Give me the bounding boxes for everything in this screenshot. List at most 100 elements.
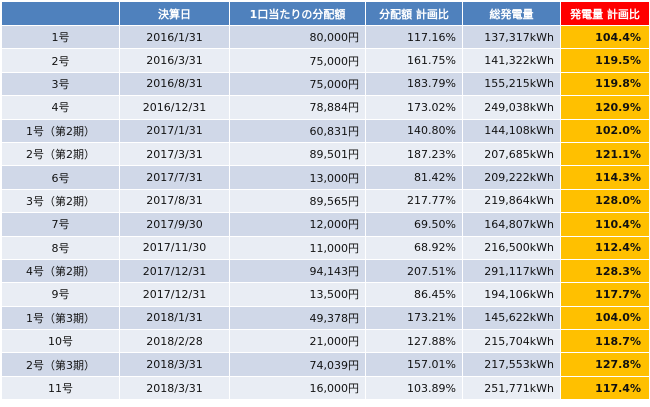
total-power-cell: 137,317kWh xyxy=(462,24,561,50)
power-ratio-cell: 118.7% xyxy=(560,329,650,354)
fund-name-cell: 9号 xyxy=(1,282,120,307)
distribution-ratio-cell: 183.79% xyxy=(365,71,463,97)
settlement-date-cell: 2017/9/30 xyxy=(119,212,230,237)
table-body: 1号 2016/1/31 80,000円 117.16% 137,317kWh 104.4… xyxy=(1,24,650,401)
distribution-amount-cell: 89,565円 xyxy=(229,188,366,214)
distribution-ratio-cell: 157.01% xyxy=(365,352,463,377)
power-ratio-cell: 128.0% xyxy=(560,188,650,214)
distribution-amount-cell: 78,884円 xyxy=(229,95,366,120)
header-distribution-per-unit: 1口当たりの分配額 xyxy=(229,1,366,26)
total-power-cell: 219,864kWh xyxy=(462,188,561,214)
distribution-ratio-cell: 103.89% xyxy=(365,375,463,401)
power-ratio-cell: 120.9% xyxy=(560,95,650,120)
settlement-date-cell: 2017/8/31 xyxy=(119,188,230,214)
distribution-ratio-cell: 117.16% xyxy=(365,24,463,50)
power-ratio-cell: 104.4% xyxy=(560,24,650,50)
table-row: 4号 2016/12/31 78,884円 173.02% 249,038kWh 120.… xyxy=(1,95,650,120)
settlement-date-cell: 2018/3/31 xyxy=(119,352,230,377)
settlement-date-cell: 2016/3/31 xyxy=(119,48,230,73)
distribution-amount-cell: 75,000円 xyxy=(229,48,366,73)
table-row: 2号（第3期） 2018/3/31 74,039円 157.01% 217,553kWh… xyxy=(1,352,650,377)
fund-name-cell: 7号 xyxy=(1,212,120,237)
distribution-amount-cell: 75,000円 xyxy=(229,71,366,97)
total-power-cell: 141,322kWh xyxy=(462,48,561,73)
total-power-cell: 209,222kWh xyxy=(462,165,561,190)
power-ratio-cell: 117.4% xyxy=(560,375,650,401)
table-row: 10号 2018/2/28 21,000円 127.88% 215,704kWh 118.… xyxy=(1,329,650,354)
fund-name-cell: 1号 xyxy=(1,24,120,50)
table-row: 6号 2017/7/31 13,000円 81.42% 209,222kWh 114.3% xyxy=(1,165,650,190)
settlement-date-cell: 2016/1/31 xyxy=(119,24,230,50)
distribution-amount-cell: 21,000円 xyxy=(229,329,366,354)
fund-name-cell: 3号（第2期） xyxy=(1,188,120,214)
distribution-amount-cell: 11,000円 xyxy=(229,235,366,260)
power-ratio-cell: 128.3% xyxy=(560,258,650,284)
power-ratio-cell: 117.7% xyxy=(560,282,650,307)
distribution-amount-cell: 49,378円 xyxy=(229,305,366,331)
total-power-cell: 215,704kWh xyxy=(462,329,561,354)
power-ratio-cell: 127.8% xyxy=(560,352,650,377)
table-row: 2号（第2期） 2017/3/31 89,501円 187.23% 207,685kWh… xyxy=(1,141,650,167)
distribution-ratio-cell: 207.51% xyxy=(365,258,463,284)
table-header: 決算日 1口当たりの分配額 分配額 計画比 総発電量 発電量 計画比 xyxy=(1,1,650,26)
total-power-cell: 251,771kWh xyxy=(462,375,561,401)
settlement-date-cell: 2016/12/31 xyxy=(119,95,230,120)
distribution-amount-cell: 74,039円 xyxy=(229,352,366,377)
distribution-amount-cell: 13,500円 xyxy=(229,282,366,307)
header-corner xyxy=(1,1,120,26)
table-row: 1号 2016/1/31 80,000円 117.16% 137,317kWh 104.4… xyxy=(1,24,650,50)
table-row: 3号 2016/8/31 75,000円 183.79% 155,215kWh 119.8… xyxy=(1,71,650,97)
settlement-date-cell: 2017/7/31 xyxy=(119,165,230,190)
fund-name-cell: 11号 xyxy=(1,375,120,401)
distribution-ratio-cell: 173.21% xyxy=(365,305,463,331)
fund-name-cell: 4号 xyxy=(1,95,120,120)
header-row: 決算日 1口当たりの分配額 分配額 計画比 総発電量 発電量 計画比 xyxy=(1,1,650,26)
distribution-amount-cell: 89,501円 xyxy=(229,141,366,167)
fund-name-cell: 2号（第2期） xyxy=(1,141,120,167)
total-power-cell: 164,807kWh xyxy=(462,212,561,237)
power-ratio-cell: 112.4% xyxy=(560,235,650,260)
distribution-ratio-cell: 69.50% xyxy=(365,212,463,237)
distribution-ratio-cell: 161.75% xyxy=(365,48,463,73)
distribution-ratio-cell: 187.23% xyxy=(365,141,463,167)
distribution-ratio-cell: 127.88% xyxy=(365,329,463,354)
fund-name-cell: 6号 xyxy=(1,165,120,190)
fund-name-cell: 4号（第2期） xyxy=(1,258,120,284)
fund-name-cell: 3号 xyxy=(1,71,120,97)
distribution-amount-cell: 94,143円 xyxy=(229,258,366,284)
header-total-power: 総発電量 xyxy=(462,1,561,26)
distribution-ratio-cell: 86.45% xyxy=(365,282,463,307)
total-power-cell: 216,500kWh xyxy=(462,235,561,260)
fund-name-cell: 2号 xyxy=(1,48,120,73)
fund-name-cell: 1号（第2期） xyxy=(1,118,120,143)
total-power-cell: 217,553kWh xyxy=(462,352,561,377)
settlement-date-cell: 2018/3/31 xyxy=(119,375,230,401)
fund-name-cell: 1号（第3期） xyxy=(1,305,120,331)
table-row: 1号（第2期） 2017/1/31 60,831円 140.80% 144,108kWh… xyxy=(1,118,650,143)
header-power-ratio: 発電量 計画比 xyxy=(560,1,650,26)
distribution-amount-cell: 80,000円 xyxy=(229,24,366,50)
settlement-date-cell: 2017/1/31 xyxy=(119,118,230,143)
distribution-amount-cell: 12,000円 xyxy=(229,212,366,237)
settlement-date-cell: 2017/12/31 xyxy=(119,258,230,284)
power-ratio-cell: 119.8% xyxy=(560,71,650,97)
table-row: 1号（第3期） 2018/1/31 49,378円 173.21% 145,622kWh… xyxy=(1,305,650,331)
settlement-date-cell: 2017/3/31 xyxy=(119,141,230,167)
power-ratio-cell: 102.0% xyxy=(560,118,650,143)
power-ratio-cell: 110.4% xyxy=(560,212,650,237)
power-ratio-cell: 114.3% xyxy=(560,165,650,190)
table-row: 3号（第2期） 2017/8/31 89,565円 217.77% 219,864kWh… xyxy=(1,188,650,214)
power-ratio-cell: 119.5% xyxy=(560,48,650,73)
settlement-date-cell: 2018/2/28 xyxy=(119,329,230,354)
settlement-date-cell: 2017/12/31 xyxy=(119,282,230,307)
fund-name-cell: 8号 xyxy=(1,235,120,260)
settlement-date-cell: 2018/1/31 xyxy=(119,305,230,331)
total-power-cell: 291,117kWh xyxy=(462,258,561,284)
settlement-date-cell: 2016/8/31 xyxy=(119,71,230,97)
table-row: 11号 2018/3/31 16,000円 103.89% 251,771kWh 117.… xyxy=(1,375,650,401)
header-settlement-date: 決算日 xyxy=(119,1,230,26)
table-row: 4号（第2期） 2017/12/31 94,143円 207.51% 291,117kW… xyxy=(1,258,650,284)
distribution-ratio-cell: 68.92% xyxy=(365,235,463,260)
table-row: 2号 2016/3/31 75,000円 161.75% 141,322kWh 119.5… xyxy=(1,48,650,73)
